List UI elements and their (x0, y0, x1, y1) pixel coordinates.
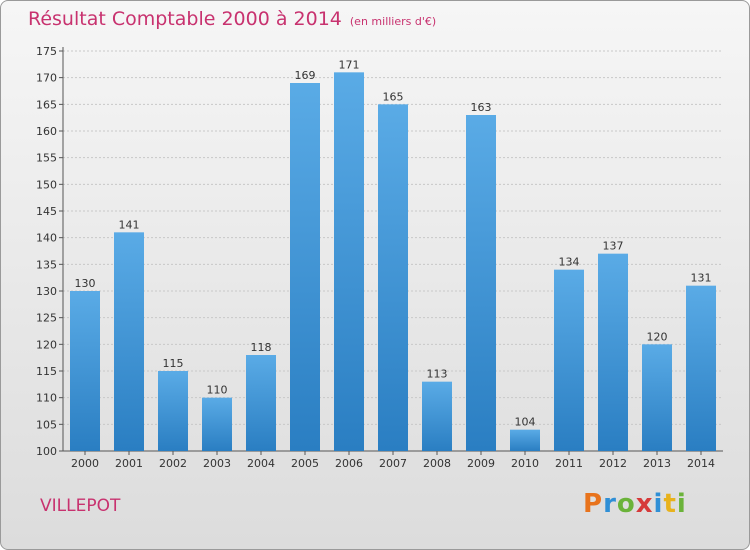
x-tick-label-2006: 2006 (335, 457, 363, 470)
bar-2010 (510, 429, 540, 451)
data-label-2012: 137 (603, 240, 624, 253)
bar-2007 (378, 104, 408, 451)
y-tick-label: 110 (36, 392, 57, 405)
data-label-2007: 165 (383, 90, 404, 103)
chart-title-block: Résultat Comptable 2000 à 2014 (en millie… (28, 8, 436, 30)
chart-title: Résultat Comptable 2000 à 2014 (28, 8, 342, 30)
y-tick-label: 140 (36, 232, 57, 245)
x-tick-label-2009: 2009 (467, 457, 495, 470)
data-label-2002: 115 (163, 357, 184, 370)
y-tick-label: 125 (36, 312, 57, 325)
y-tick-label: 175 (36, 45, 57, 58)
bar-2000 (70, 291, 100, 451)
x-tick-label-2008: 2008 (423, 457, 451, 470)
x-tick-label-2003: 2003 (203, 457, 231, 470)
bar-2014 (686, 285, 716, 451)
y-tick-label: 165 (36, 98, 57, 111)
logo-letter: o (616, 489, 636, 519)
x-tick-label-2011: 2011 (555, 457, 583, 470)
data-label-2013: 120 (647, 330, 668, 343)
x-tick-label-2005: 2005 (291, 457, 319, 470)
y-tick-label: 135 (36, 258, 57, 271)
x-tick-label-2002: 2002 (159, 457, 187, 470)
commune-name: VILLEPOT (40, 496, 121, 516)
logo-letter: x (635, 489, 654, 519)
logo-letter: P (583, 489, 604, 519)
x-tick-label-2012: 2012 (599, 457, 627, 470)
chart-subtitle: (en milliers d'€) (349, 15, 437, 28)
x-tick-label-2014: 2014 (687, 457, 715, 470)
data-label-2010: 104 (515, 416, 536, 429)
y-tick-label: 130 (36, 285, 57, 298)
x-tick-label-2000: 2000 (71, 457, 99, 470)
y-tick-label: 100 (36, 445, 57, 458)
data-label-2009: 163 (471, 101, 492, 114)
x-tick-label-2010: 2010 (511, 457, 539, 470)
bar-2012 (598, 253, 628, 451)
data-label-2008: 113 (427, 368, 448, 381)
bar-2003 (202, 397, 232, 451)
bar-2001 (114, 232, 144, 451)
x-tick-label-2001: 2001 (115, 457, 143, 470)
data-label-2005: 169 (295, 69, 316, 82)
bar-2009 (466, 115, 496, 451)
bar-2013 (642, 344, 672, 451)
x-tick-label-2004: 2004 (247, 457, 275, 470)
y-tick-label: 170 (36, 72, 57, 85)
x-tick-label-2007: 2007 (379, 457, 407, 470)
y-tick-label: 155 (36, 152, 57, 165)
bar-2006 (334, 72, 364, 451)
bar-2011 (554, 269, 584, 451)
y-tick-label: 150 (36, 178, 57, 191)
y-tick-label: 145 (36, 205, 57, 218)
bar-2005 (290, 83, 320, 451)
data-label-2000: 130 (75, 277, 96, 290)
logo-letter: i (676, 489, 687, 519)
y-tick-label: 120 (36, 338, 57, 351)
bar-2002 (158, 371, 188, 451)
y-tick-label: 160 (36, 125, 57, 138)
bar-2008 (422, 381, 452, 451)
bar-2004 (246, 355, 276, 451)
logo-letter: i (653, 489, 664, 519)
logo-letter: t (663, 489, 677, 519)
data-label-2003: 110 (207, 384, 228, 397)
data-label-2014: 131 (691, 272, 712, 285)
proxiti-logo: Proxiti (583, 489, 687, 519)
data-label-2001: 141 (119, 218, 140, 231)
x-tick-label-2013: 2013 (643, 457, 671, 470)
data-label-2004: 118 (251, 341, 272, 354)
y-tick-label: 115 (36, 365, 57, 378)
logo-letter: r (603, 489, 617, 519)
data-label-2006: 171 (339, 58, 360, 71)
y-tick-label: 105 (36, 418, 57, 431)
data-label-2011: 134 (559, 256, 580, 269)
